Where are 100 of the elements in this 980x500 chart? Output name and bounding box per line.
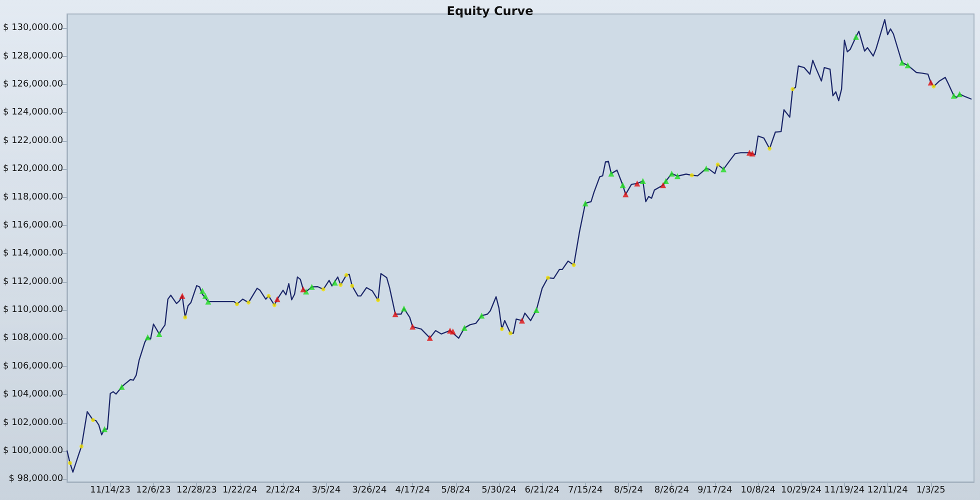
point xyxy=(461,324,468,331)
point xyxy=(179,292,186,299)
point xyxy=(634,180,640,186)
point xyxy=(202,292,208,299)
point xyxy=(118,384,125,390)
point xyxy=(102,426,108,432)
point xyxy=(350,284,354,288)
point xyxy=(199,288,206,294)
y-tick-label: $ 100,000.00 xyxy=(2,446,64,456)
point xyxy=(266,294,271,298)
point xyxy=(768,146,772,151)
x-tick-label: 10/8/24 xyxy=(740,486,776,496)
y-tick-label: $ 116,000.00 xyxy=(2,220,64,230)
y-tick-label: $ 102,000.00 xyxy=(2,418,64,428)
y-tick-label: $ 108,000.00 xyxy=(2,333,64,344)
point xyxy=(426,334,433,341)
point xyxy=(852,34,859,40)
point xyxy=(80,444,84,448)
x-tick-label: 12/28/23 xyxy=(176,486,217,496)
line-series xyxy=(66,19,972,473)
point xyxy=(690,173,694,178)
point xyxy=(392,311,398,318)
point xyxy=(546,276,550,280)
point xyxy=(519,318,525,324)
x-tick-label: 6/21/24 xyxy=(524,486,560,496)
y-tick-label: $ 128,000.00 xyxy=(2,51,64,62)
x-tick-label: 11/14/23 xyxy=(90,486,131,496)
y-tick-label: $ 112,000.00 xyxy=(2,276,64,287)
point xyxy=(640,178,646,184)
point xyxy=(300,286,306,292)
point xyxy=(272,303,276,308)
point xyxy=(183,315,188,320)
point xyxy=(338,282,343,287)
x-tick-label: 2/12/24 xyxy=(266,486,301,496)
point xyxy=(144,334,151,340)
x-tick-label: 12/11/24 xyxy=(867,486,908,496)
y-tick-label: $ 98,000.00 xyxy=(8,474,64,484)
point xyxy=(620,182,626,188)
point xyxy=(660,182,666,188)
x-tick-label: 1/22/24 xyxy=(222,486,258,496)
x-tick-label: 5/8/24 xyxy=(441,486,471,496)
point xyxy=(790,87,795,92)
point xyxy=(703,165,710,172)
point xyxy=(478,312,485,319)
point xyxy=(932,84,936,88)
y-tick-label: $ 126,000.00 xyxy=(2,79,64,90)
y-tick-label: $ 118,000.00 xyxy=(2,192,64,202)
point xyxy=(716,162,720,167)
y-tick-label: $ 110,000.00 xyxy=(2,305,64,316)
x-tick-label: 9/17/24 xyxy=(698,486,733,496)
point xyxy=(246,300,250,305)
point xyxy=(500,327,504,332)
point xyxy=(450,328,456,334)
point xyxy=(668,170,675,177)
point xyxy=(749,150,756,157)
point xyxy=(622,191,629,198)
point xyxy=(904,62,911,68)
y-tick-label: $ 130,000.00 xyxy=(2,23,64,34)
chart-title: Equity Curve xyxy=(446,4,534,18)
point xyxy=(410,324,416,330)
y-tick-label: $ 104,000.00 xyxy=(2,390,64,400)
x-tick-label: 3/26/24 xyxy=(352,486,388,496)
point xyxy=(321,287,326,292)
x-tick-label: 12/6/23 xyxy=(136,486,171,496)
point xyxy=(344,273,348,278)
point xyxy=(582,200,588,206)
point xyxy=(308,284,315,290)
point xyxy=(950,92,957,99)
point xyxy=(608,170,614,177)
x-tick-label: 7/15/24 xyxy=(568,486,603,496)
y-tick-label: $ 124,000.00 xyxy=(2,108,64,118)
x-tick-label: 3/5/24 xyxy=(312,486,341,496)
x-tick-label: 1/3/25 xyxy=(916,486,946,496)
point xyxy=(274,296,280,302)
y-tick-label: $ 120,000.00 xyxy=(2,164,64,174)
point xyxy=(899,60,906,66)
x-tick-label: 5/30/24 xyxy=(482,486,517,496)
y-tick-label: $ 122,000.00 xyxy=(2,136,64,146)
point xyxy=(956,91,963,98)
point xyxy=(332,280,338,286)
x-tick-label: 11/19/24 xyxy=(824,486,865,496)
point xyxy=(205,298,212,305)
point xyxy=(720,166,727,172)
point xyxy=(68,460,72,465)
y-tick-label: $ 106,000.00 xyxy=(2,361,64,372)
x-tick-label: 8/26/24 xyxy=(654,486,690,496)
point xyxy=(234,302,239,306)
point xyxy=(376,298,380,302)
point xyxy=(400,305,407,312)
point xyxy=(928,80,934,86)
point xyxy=(572,263,576,268)
x-tick-label: 8/5/24 xyxy=(614,486,644,496)
point xyxy=(91,418,96,422)
x-tick-label: 4/17/24 xyxy=(395,486,430,496)
point xyxy=(674,173,680,180)
point xyxy=(662,178,669,184)
point xyxy=(508,331,512,336)
point xyxy=(156,330,162,337)
x-tick-label: 10/29/24 xyxy=(781,486,822,496)
y-tick-label: $ 114,000.00 xyxy=(2,248,64,259)
